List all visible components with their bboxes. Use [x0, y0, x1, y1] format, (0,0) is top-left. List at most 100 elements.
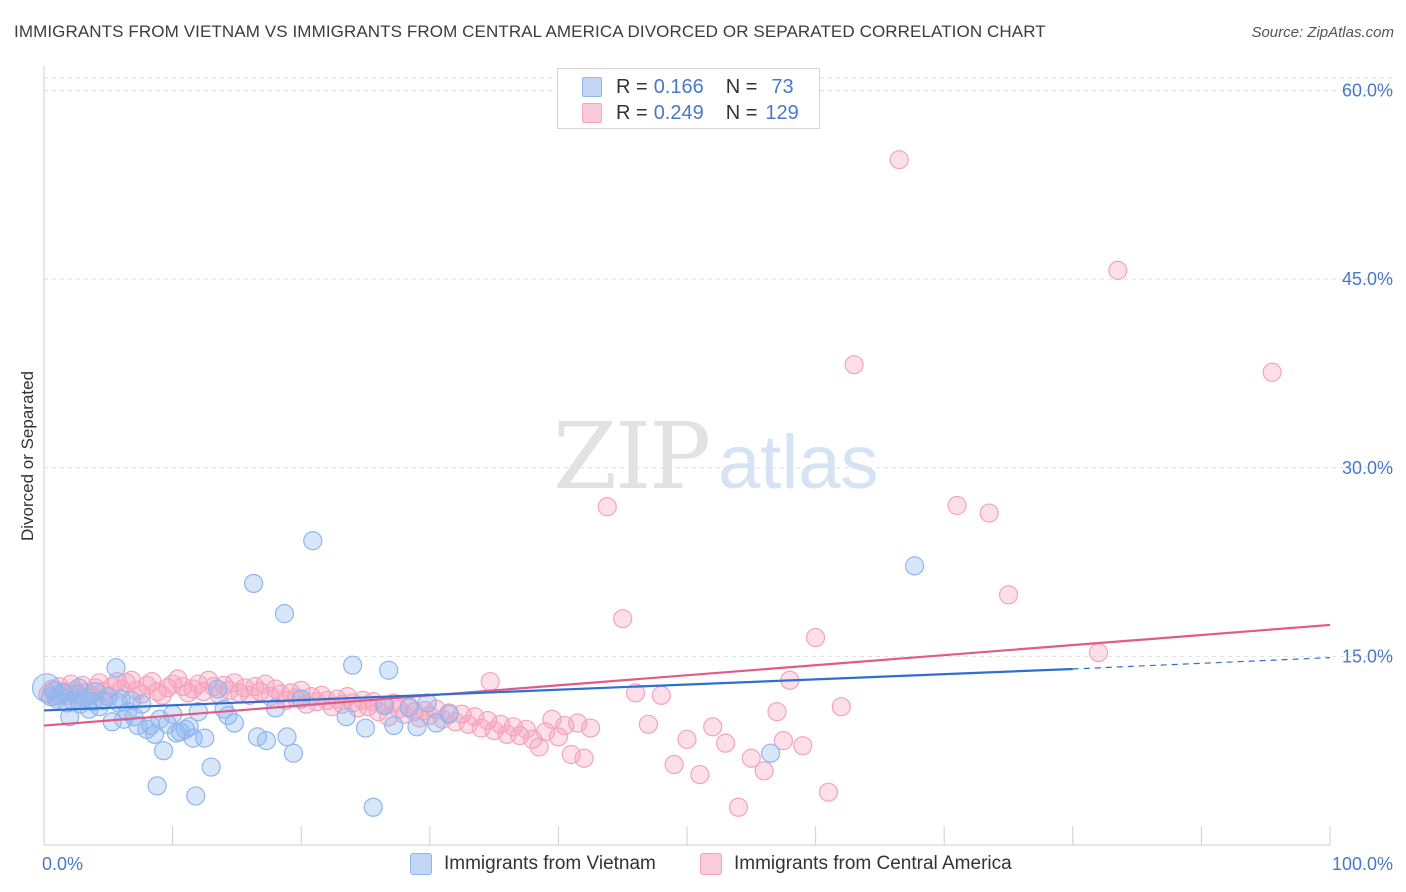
data-point — [905, 556, 925, 576]
legend-swatch-central-america — [582, 103, 602, 123]
legend-r-value: 0.249 — [653, 101, 704, 124]
data-point — [363, 797, 383, 817]
data-point — [535, 722, 556, 742]
data-point — [478, 710, 498, 731]
data-point — [625, 683, 646, 703]
data-point — [336, 707, 356, 727]
data-point — [343, 655, 363, 675]
data-point — [690, 764, 710, 785]
data-point — [132, 684, 152, 704]
data-point — [760, 743, 781, 763]
data-point — [201, 757, 221, 777]
data-point — [703, 717, 723, 737]
data-point — [465, 707, 485, 727]
trend-line-central-america — [43, 623, 1331, 727]
data-point — [574, 748, 594, 768]
data-point — [195, 728, 215, 748]
data-point — [548, 727, 569, 747]
data-point — [277, 727, 297, 747]
data-point — [664, 754, 684, 775]
source-credit: Source: ZipAtlas.com — [1251, 24, 1394, 41]
legend-n-value: 73 — [771, 75, 794, 98]
watermark: ZIP atlas — [553, 403, 879, 510]
data-point — [818, 782, 839, 802]
legend-n-label: N = — [725, 75, 758, 98]
data-point — [147, 681, 167, 702]
data-point — [1262, 362, 1282, 382]
legend-swatch-vietnam — [582, 77, 602, 97]
legend-row-vietnam: R = 0.166 N = 73 — [582, 74, 794, 100]
trend-line-vietnam — [43, 667, 1073, 712]
data-point — [179, 717, 199, 737]
data-point — [1108, 260, 1128, 280]
legend-row-central-america: R = 0.249 N = 129 — [582, 100, 799, 126]
data-point — [741, 748, 761, 768]
data-point — [144, 724, 165, 744]
data-point — [597, 497, 617, 517]
data-point — [407, 717, 427, 737]
data-point — [844, 355, 864, 375]
data-point — [208, 679, 228, 699]
data-point — [303, 531, 323, 551]
legend-r-label: R = — [616, 101, 648, 124]
data-point — [244, 573, 264, 594]
data-point — [439, 704, 459, 724]
data-point — [106, 658, 126, 678]
data-point — [580, 718, 601, 738]
y-tick-labels: 15.0% 30.0% 45.0% 60.0% — [1342, 81, 1393, 667]
data-point — [754, 761, 774, 781]
bottom-legend-swatch-vietnam — [410, 853, 432, 875]
data-point — [121, 690, 142, 711]
data-point — [889, 150, 909, 170]
data-point — [193, 681, 214, 702]
data-point — [307, 692, 327, 712]
x-tick-label-max: 100.0% — [1332, 854, 1393, 874]
data-point — [998, 585, 1019, 605]
data-point — [399, 698, 419, 718]
data-point — [613, 609, 633, 629]
data-point — [183, 728, 203, 748]
data-point — [153, 741, 174, 761]
data-point — [121, 670, 142, 690]
series-vietnam-points — [31, 531, 925, 817]
data-point — [458, 714, 478, 734]
data-point — [831, 697, 851, 717]
data-point — [1088, 643, 1109, 663]
data-point — [255, 674, 275, 694]
bottom-legend-label-vietnam: Immigrants from Vietnam — [444, 853, 656, 874]
data-point — [805, 627, 826, 648]
data-point — [677, 729, 697, 749]
legend-n-label: N = — [725, 101, 758, 124]
data-point — [240, 685, 260, 705]
data-point — [137, 675, 157, 695]
y-tick-label: 15.0% — [1342, 646, 1393, 666]
data-point — [773, 731, 794, 751]
y-tick-label: 60.0% — [1342, 81, 1393, 101]
axes — [43, 66, 1331, 846]
chart-title: IMMIGRANTS FROM VIETNAM VS IMMIGRANTS FR… — [14, 22, 1046, 41]
watermark-atlas: atlas — [718, 420, 879, 505]
data-point — [516, 719, 536, 739]
trend-lines — [43, 623, 1331, 727]
data-point — [728, 797, 749, 817]
correlation-legend: R = 0.166 N = 73 R = 0.249 N = 129 — [557, 68, 820, 129]
bottom-legend-swatch-central-america — [700, 853, 722, 875]
x-tick-label-min: 0.0% — [42, 854, 83, 874]
bottom-legend-central-america: Immigrants from Central America — [700, 851, 1012, 877]
bottom-legend-vietnam: Immigrants from Vietnam — [410, 851, 656, 877]
legend-r-label: R = — [616, 75, 648, 98]
data-point — [69, 678, 89, 698]
data-point — [651, 685, 671, 705]
x-tick-labels: 0.0% 100.0% — [42, 854, 1393, 874]
data-point — [274, 604, 295, 624]
data-point — [947, 495, 967, 516]
data-point — [480, 671, 500, 692]
data-point — [568, 713, 588, 733]
y-axis-label: Divorced or Separated — [18, 370, 37, 542]
y-tick-label: 45.0% — [1342, 269, 1393, 289]
trend-line-vietnam-extension — [1072, 657, 1331, 670]
data-point — [793, 736, 813, 756]
watermark-zip: ZIP — [553, 403, 709, 510]
data-point — [283, 743, 304, 763]
